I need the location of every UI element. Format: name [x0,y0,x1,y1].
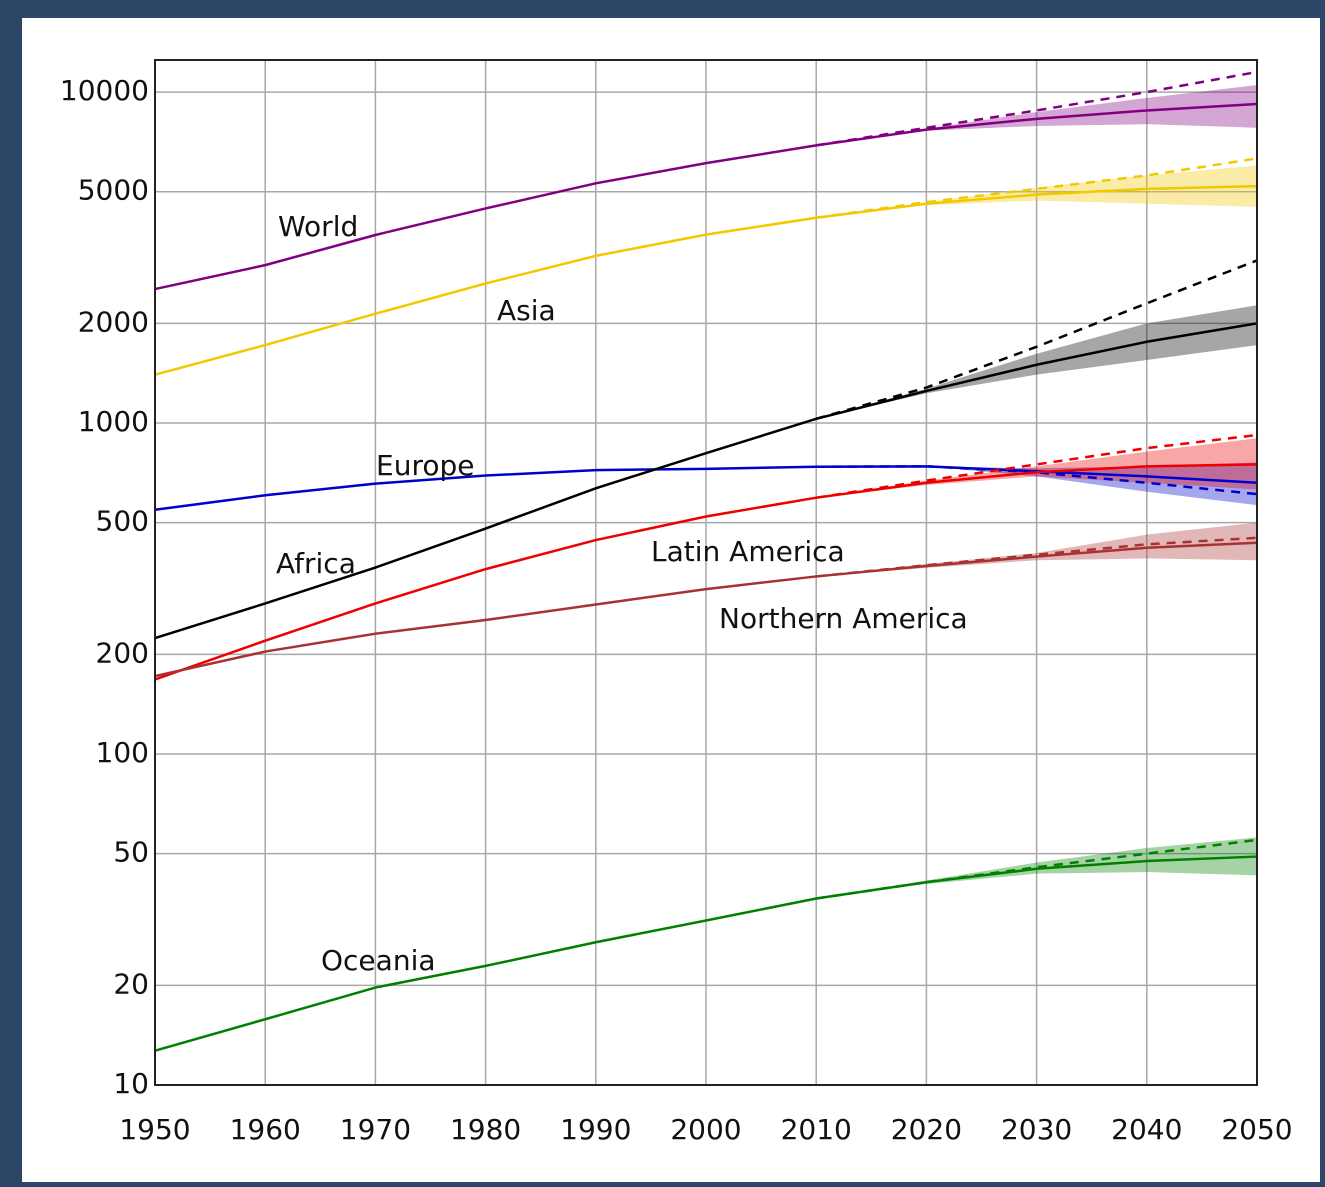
x-tick-label: 2000 [670,1113,741,1146]
series-label: Latin America [651,535,845,568]
y-tick-label: 100 [96,736,149,769]
series-line [154,855,1258,1052]
y-tick-label: 500 [96,505,149,538]
series-label: Europe [376,449,474,482]
x-tick-label: 1950 [119,1113,190,1146]
series-label: Africa [276,547,356,580]
y-tick-label: 1000 [78,405,149,438]
uncertainty-band [816,462,1257,506]
x-tick-label: 2010 [781,1113,852,1146]
y-tick-label: 20 [113,967,149,1000]
y-tick-label: 10000 [60,74,149,107]
x-tick-label: 1990 [560,1113,631,1146]
projection-line [816,433,1258,499]
y-tick-label: 200 [96,636,149,669]
projection-line [815,259,1258,421]
series-line [154,541,1258,678]
projection-line [816,465,1258,496]
x-tick-label: 2030 [1001,1113,1072,1146]
plot-frame [154,59,1258,1086]
series-line [154,463,1258,681]
projection-line [816,536,1258,578]
series-line [154,184,1258,376]
y-tick-label: 50 [113,836,149,869]
y-tick-label: 10 [113,1067,149,1100]
series-label: World [278,210,358,243]
x-tick-label: 1970 [340,1113,411,1146]
x-tick-label: 1980 [450,1113,521,1146]
series-line [154,322,1258,640]
x-tick-label: 2050 [1221,1113,1292,1146]
x-tick-label: 2040 [1111,1113,1182,1146]
y-tick-label: 2000 [78,305,149,338]
series-line [154,465,1258,512]
projection-line [816,157,1258,220]
projection-line [816,70,1258,147]
series-label: Asia [497,294,556,327]
series-line [154,102,1258,291]
uncertainty-band [816,522,1257,577]
y-tick-label: 5000 [78,174,149,207]
series-label: Northern America [719,602,968,635]
projection-line [816,838,1258,900]
x-tick-label: 2020 [891,1113,962,1146]
series-label: Oceania [321,944,436,977]
x-tick-label: 1960 [230,1113,301,1146]
